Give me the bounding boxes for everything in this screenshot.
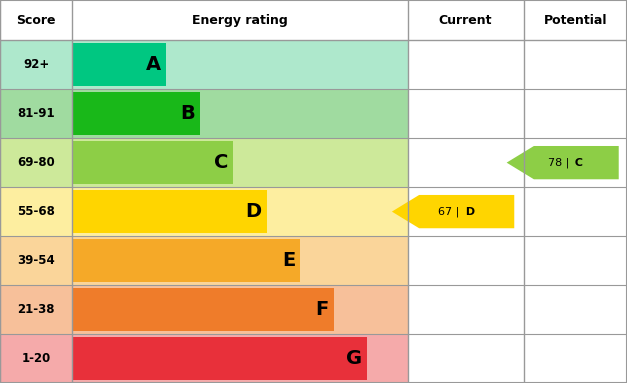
Bar xyxy=(0,138,72,187)
Bar xyxy=(72,239,300,282)
Text: 81-91: 81-91 xyxy=(17,107,55,120)
Bar xyxy=(72,89,408,138)
Text: 21-38: 21-38 xyxy=(18,303,55,316)
Text: D: D xyxy=(462,206,475,217)
Text: 69-80: 69-80 xyxy=(17,156,55,169)
Text: B: B xyxy=(180,104,194,123)
Text: Score: Score xyxy=(16,14,56,26)
Bar xyxy=(72,43,166,86)
Text: Potential: Potential xyxy=(544,14,607,26)
Bar xyxy=(0,285,72,334)
Bar xyxy=(72,187,408,236)
Text: A: A xyxy=(146,55,161,74)
Bar xyxy=(72,190,266,233)
Bar xyxy=(0,89,72,138)
Bar xyxy=(72,92,199,135)
Polygon shape xyxy=(392,195,514,228)
Bar xyxy=(0,40,72,89)
Text: D: D xyxy=(246,202,261,221)
Bar xyxy=(0,236,72,285)
Text: E: E xyxy=(282,251,295,270)
Bar xyxy=(72,288,334,331)
Bar xyxy=(0,0,627,40)
Text: Current: Current xyxy=(439,14,492,26)
Bar xyxy=(72,334,408,383)
Text: 78 |: 78 | xyxy=(547,157,569,168)
Bar xyxy=(72,40,408,89)
Bar xyxy=(72,141,233,184)
Text: 92+: 92+ xyxy=(23,58,49,71)
Bar xyxy=(0,334,72,383)
Text: F: F xyxy=(315,300,329,319)
Bar xyxy=(72,285,408,334)
Bar xyxy=(0,187,72,236)
Text: Energy rating: Energy rating xyxy=(192,14,288,26)
Polygon shape xyxy=(507,146,619,179)
Text: 39-54: 39-54 xyxy=(17,254,55,267)
Text: 55-68: 55-68 xyxy=(17,205,55,218)
Text: C: C xyxy=(571,158,584,168)
Bar xyxy=(72,337,367,380)
Text: G: G xyxy=(346,349,362,368)
Text: C: C xyxy=(214,153,228,172)
Bar xyxy=(72,138,408,187)
Bar xyxy=(72,236,408,285)
Text: 67 |: 67 | xyxy=(438,206,460,217)
Text: 1-20: 1-20 xyxy=(21,352,51,365)
